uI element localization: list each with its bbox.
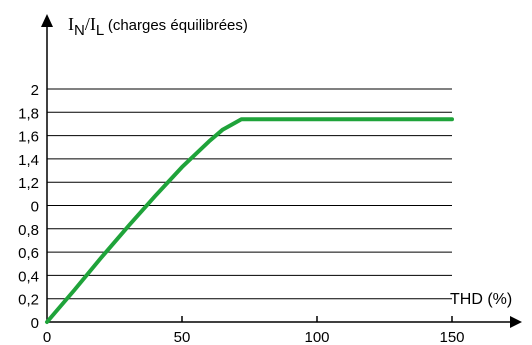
- y-tick-label: 0,2: [18, 292, 39, 309]
- x-axis-label: THD (%): [450, 291, 512, 308]
- x-tick-label: 150: [439, 329, 464, 345]
- series-line: [45, 117, 454, 324]
- y-label-slash: /: [85, 14, 90, 34]
- y-axis-arrow-icon: [41, 14, 53, 27]
- y-label-denominator: I: [90, 14, 96, 34]
- y-tick-label: 0: [31, 199, 39, 216]
- y-tick-label: 0,8: [18, 222, 39, 239]
- y-tick-labels: 0 0,2 0,4 0,6 0,8 0 1,2 1,4 1,6 1,8 2: [18, 82, 39, 332]
- y-axis-label: IN/IL (charges équilibrées): [68, 14, 248, 39]
- y-label-denominator-sub: L: [96, 22, 104, 39]
- x-tick-label: 50: [174, 329, 191, 345]
- y-tick-label: 2: [31, 82, 39, 99]
- y-label-numerator: I: [68, 14, 74, 34]
- x-tick-marks: [181, 316, 453, 322]
- grid-lines: [47, 88, 452, 300]
- y-tick-label: 0,4: [18, 268, 39, 285]
- y-label-qualifier: (charges équilibrées): [104, 17, 248, 34]
- x-tick-labels: 0 50 100 150: [43, 329, 465, 345]
- x-tick-label: 100: [304, 329, 329, 345]
- y-tick-label: 1,6: [18, 129, 39, 146]
- y-label-numerator-sub: N: [74, 22, 85, 39]
- y-tick-label: 1,8: [18, 105, 39, 122]
- x-tick-label: 0: [43, 329, 51, 345]
- y-tick-label: 0: [31, 315, 39, 332]
- x-axis-arrow-icon: [510, 316, 522, 328]
- y-tick-label: 1,2: [18, 175, 39, 192]
- y-tick-label: 0,6: [18, 245, 39, 262]
- y-tick-label: 1,4: [18, 152, 39, 169]
